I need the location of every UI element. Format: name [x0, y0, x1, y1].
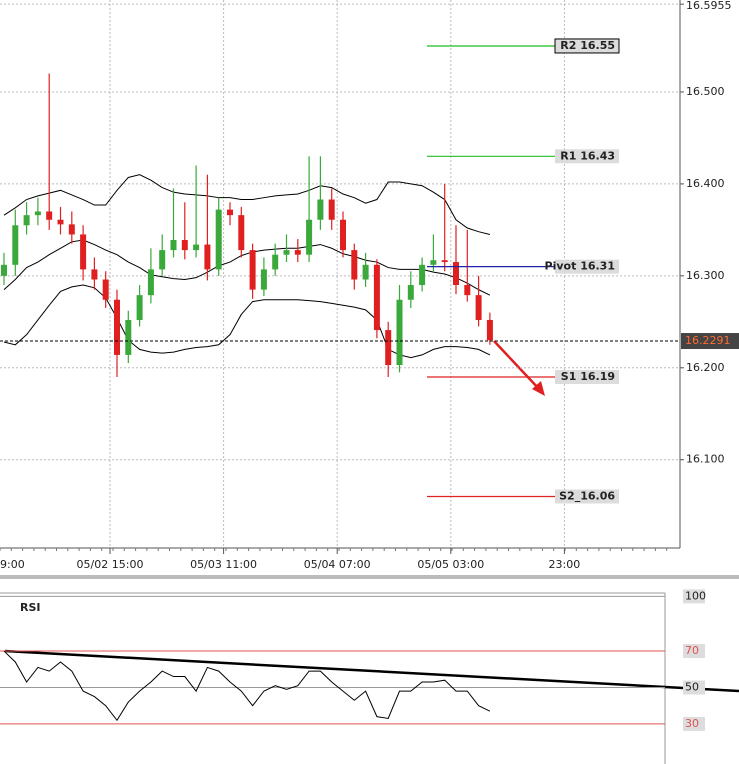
y-tick-label: 16.500	[686, 85, 725, 98]
y-tick-label: 16.100	[686, 453, 725, 466]
rsi-trendline	[4, 649, 739, 693]
level-label-box	[555, 259, 619, 274]
panel-separator	[0, 575, 739, 579]
y-tick-box	[683, 716, 705, 731]
y-tick-box	[683, 644, 705, 659]
candle-body	[136, 295, 143, 320]
candle-body	[91, 269, 98, 280]
candle-body	[34, 211, 41, 216]
x-tick-label: 23:00	[549, 558, 581, 571]
candle-body	[430, 260, 437, 265]
candle-body	[407, 285, 414, 300]
candle-body	[102, 279, 109, 300]
candle-body	[249, 250, 256, 290]
level-label: Pivot 16.31	[545, 260, 615, 273]
y-tick-label: 50	[685, 680, 699, 693]
candle-body	[170, 239, 177, 251]
candle-body	[351, 250, 358, 280]
y-tick-label: 70	[685, 644, 699, 657]
candle-body	[193, 244, 200, 251]
candle-body	[441, 260, 448, 263]
y-tick-label: 16.5955	[686, 0, 732, 12]
candle-body	[57, 219, 64, 225]
candle-body	[362, 264, 369, 280]
candle-body	[23, 215, 30, 226]
candle-body	[453, 262, 459, 286]
candle-body	[328, 199, 335, 220]
candle-body	[486, 319, 493, 341]
candle-body	[215, 209, 222, 270]
level-label: S2_16.06	[559, 490, 615, 503]
candle-body	[46, 211, 53, 220]
candle-body	[227, 209, 233, 216]
candle-body	[238, 215, 245, 251]
y-tick-label: 16.200	[686, 361, 725, 374]
candle-body	[125, 319, 132, 355]
level-label: S1 16.19	[561, 370, 615, 383]
y-tick-label: 16.400	[686, 177, 725, 190]
level-label-box	[555, 489, 619, 504]
candle-body	[294, 250, 301, 255]
rsi-title: RSI	[20, 601, 41, 614]
candle-body	[317, 199, 324, 220]
candle-body	[159, 250, 166, 270]
y-tick-box	[683, 680, 705, 695]
candle-body	[373, 264, 380, 331]
last-price-label: 16.2291	[685, 334, 731, 347]
rsi-line	[3, 650, 491, 722]
candle-body	[12, 225, 19, 265]
x-tick-label: 05/05 03:00	[417, 558, 484, 571]
candle-body	[419, 264, 426, 286]
candle-body	[272, 254, 279, 270]
y-tick-label: 30	[685, 717, 699, 730]
y-tick-box	[683, 589, 705, 604]
candle-body	[283, 250, 290, 255]
candle-body	[147, 269, 154, 296]
candle-body	[475, 295, 482, 320]
x-tick-label: 05/02 15:00	[77, 558, 144, 571]
x-tick-label: 05/04 07:00	[304, 558, 371, 571]
candle-body	[1, 264, 7, 276]
candle-body	[396, 299, 403, 366]
bollinger-band	[3, 174, 491, 235]
bollinger-band	[3, 284, 491, 359]
arrow-head	[532, 381, 545, 396]
level-label: R2 16.55	[560, 39, 615, 52]
level-label-box	[554, 38, 620, 54]
candle-body	[260, 269, 267, 290]
level-label-box	[555, 369, 619, 384]
level-label: R1 16.43	[560, 149, 615, 162]
x-tick-label: 05/03 11:00	[190, 558, 257, 571]
level-label-box	[555, 149, 619, 164]
candle-body	[385, 330, 392, 366]
candle-body	[114, 299, 120, 355]
candle-body	[464, 285, 471, 296]
candle-body	[68, 224, 75, 235]
arrow-shaft	[493, 340, 541, 391]
y-tick-label: 100	[685, 589, 706, 602]
candle-body	[181, 239, 188, 251]
forecast-arrow	[493, 340, 545, 396]
candle-body	[306, 219, 313, 255]
candle-body	[340, 219, 346, 251]
candle-body	[204, 244, 211, 270]
y-tick-label: 16.300	[686, 269, 725, 282]
last-price-box	[681, 333, 739, 350]
x-tick-label: 9:00	[0, 558, 25, 571]
candle-body	[80, 234, 87, 270]
